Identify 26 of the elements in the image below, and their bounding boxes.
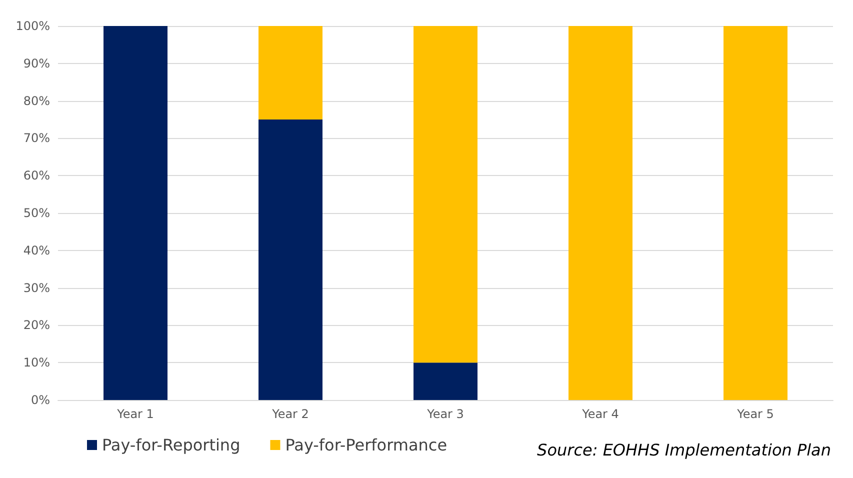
x-tick-label: Year 3 [426, 407, 464, 421]
bar [724, 26, 788, 400]
bar [258, 26, 322, 120]
y-tick-label: 20% [23, 318, 50, 332]
legend-label: Pay-for-Reporting [102, 436, 240, 454]
y-tick-label: 10% [23, 356, 50, 370]
x-tick-label: Year 4 [581, 407, 619, 421]
x-tick-label: Year 1 [116, 407, 154, 421]
y-tick-label: 40% [23, 243, 50, 258]
x-tick-label: Year 2 [271, 407, 309, 421]
bar [568, 26, 632, 400]
y-tick-label: 30% [23, 280, 50, 295]
bar [104, 26, 168, 400]
bar [414, 26, 478, 363]
y-tick-label: 0% [30, 393, 50, 407]
source-note: Source: EOHHS Implementation Plan [537, 440, 832, 460]
x-tick-label: Year 5 [736, 407, 774, 421]
y-tick-label: 60% [23, 168, 50, 183]
bar [414, 362, 478, 400]
legend-label: Pay-for-Performance [285, 436, 448, 454]
y-tick-label: 80% [23, 94, 50, 108]
y-tick-label: 70% [23, 131, 50, 146]
bar [258, 120, 322, 400]
y-tick-label: 100% [16, 19, 50, 33]
y-tick-label: 90% [23, 56, 50, 70]
y-tick-label: 50% [23, 206, 50, 220]
